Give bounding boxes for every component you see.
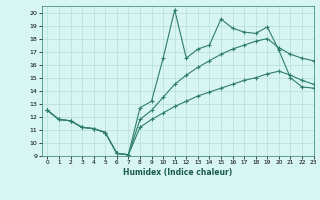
X-axis label: Humidex (Indice chaleur): Humidex (Indice chaleur) xyxy=(123,168,232,177)
